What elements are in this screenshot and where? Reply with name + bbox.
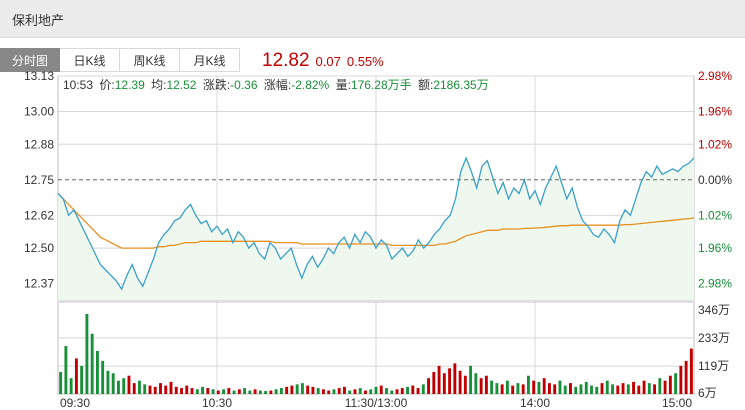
x-tick-label: 10:30	[202, 396, 232, 410]
info-avg-label: 均:	[151, 78, 166, 92]
tab-weekly-kline[interactable]: 周K线	[120, 48, 180, 72]
pct-tick-label: 0.00%	[698, 173, 732, 187]
volume-tick-label: 6万	[698, 386, 717, 400]
pct-tick-label: 1.96%	[698, 241, 732, 255]
quote-price: 12.82	[262, 50, 310, 71]
price-line	[57, 156, 695, 291]
pct-tick-label: 2.98%	[698, 277, 732, 291]
volume-tick-label: 233万	[698, 331, 730, 345]
pct-tick-label: 1.02%	[698, 208, 732, 222]
title-bar: 保利地产	[0, 0, 745, 38]
info-price: 12.39	[115, 78, 145, 92]
quote-change-pct: 0.55%	[346, 54, 384, 69]
x-tick-label: 11:30/13:00	[345, 396, 408, 410]
info-pct-label: 涨幅:	[264, 77, 291, 92]
info-amt: 2186.35万	[433, 78, 488, 92]
y-tick-label: 12.62	[24, 208, 54, 222]
chart-axes: 09:30 10:30 11:30/13:00 14:00 15:00 13.13 13.0…	[24, 69, 732, 410]
info-avg: 12.52	[166, 78, 196, 92]
quote-summary: 12.82 0.07 0.55%	[262, 50, 384, 72]
quote-change: 0.07	[315, 54, 341, 69]
price-area-fill	[58, 158, 694, 300]
info-amt-label: 额:	[418, 78, 433, 92]
y-tick-label: 12.37	[24, 277, 54, 291]
info-bar: 10:53 价:12.39 均:12.52 涨跌:-0.36 涨幅:-2.82%…	[63, 77, 489, 92]
info-chg-label: 涨跌:	[203, 77, 230, 92]
info-vol-label: 量:	[336, 78, 351, 92]
y-tick-label: 13.13	[24, 69, 54, 83]
volume-bars	[59, 313, 693, 394]
x-tick-label: 15:00	[662, 396, 692, 410]
info-price-label: 价:	[99, 78, 114, 92]
chart-grid	[57, 75, 695, 395]
info-vol: 176.28万手	[351, 78, 412, 92]
info-chg: -0.36	[230, 78, 258, 92]
pct-tick-label: 2.98%	[698, 69, 732, 83]
y-tick-label: 12.50	[24, 241, 54, 255]
pct-tick-label: 1.96%	[698, 105, 732, 119]
info-pct: -2.82%	[291, 78, 329, 92]
chart-tabs: 分时图 日K线 周K线 月K线	[0, 48, 240, 72]
y-tick-label: 12.88	[24, 137, 54, 151]
x-tick-label: 14:00	[520, 396, 550, 410]
x-tick-label: 09:30	[60, 396, 90, 410]
pct-tick-label: 1.02%	[698, 137, 732, 151]
avg-price-line	[57, 193, 695, 249]
stock-name: 保利地产	[12, 13, 65, 28]
y-tick-label: 13.00	[24, 105, 54, 119]
tab-monthly-kline[interactable]: 月K线	[180, 48, 240, 72]
info-time: 10:53	[63, 78, 93, 92]
tab-intraday[interactable]: 分时图	[0, 48, 60, 72]
tab-daily-kline[interactable]: 日K线	[60, 48, 120, 72]
volume-tick-label: 346万	[698, 303, 730, 317]
volume-tick-label: 119万	[698, 359, 729, 373]
y-tick-label: 12.75	[24, 173, 54, 187]
